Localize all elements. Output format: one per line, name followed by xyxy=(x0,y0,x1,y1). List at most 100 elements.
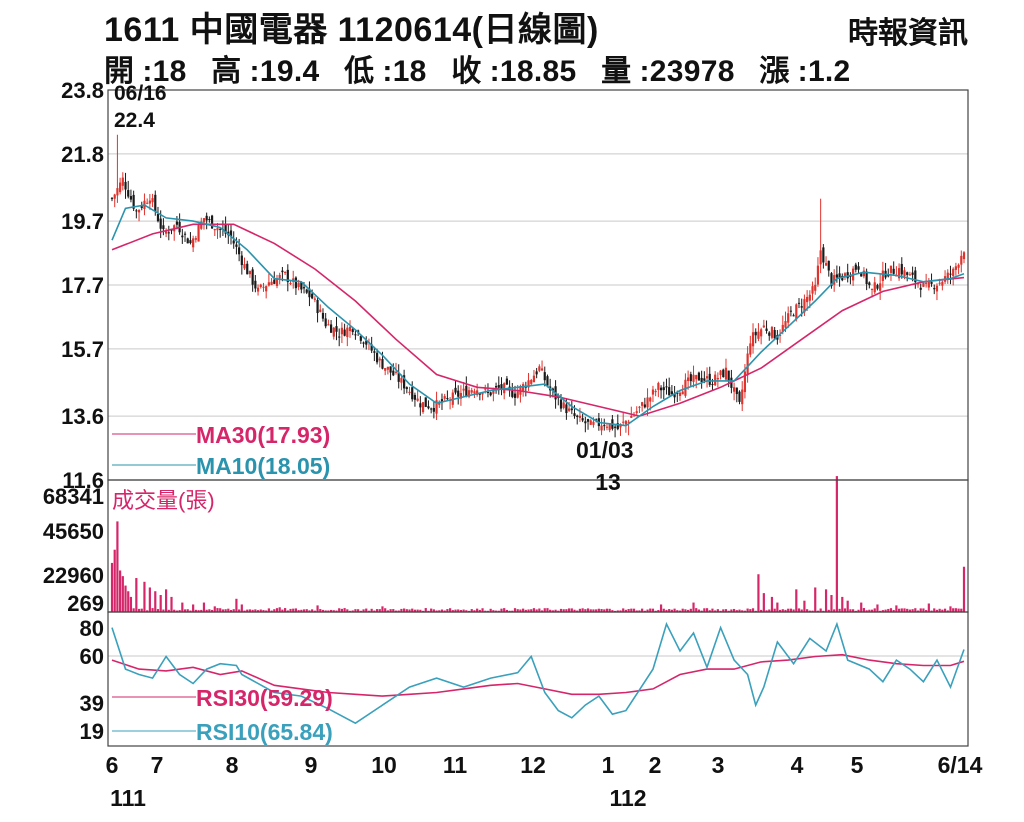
candle-body xyxy=(476,390,479,396)
candle-body xyxy=(135,210,138,212)
candle-body xyxy=(687,377,690,382)
candle-body xyxy=(922,282,925,287)
volume-bar xyxy=(321,609,325,612)
volume-bar xyxy=(216,608,219,612)
volume-bar xyxy=(897,608,901,612)
candle-body xyxy=(532,375,536,383)
candle-body xyxy=(906,272,909,275)
candle-body xyxy=(692,374,695,382)
volume-bar xyxy=(508,610,511,612)
volume-bar xyxy=(329,609,333,612)
volume-bar xyxy=(732,608,736,612)
volume-bar xyxy=(619,610,622,612)
candle-body xyxy=(505,378,508,385)
candle-body xyxy=(175,221,179,225)
x-month-label: 6/14 xyxy=(938,752,983,778)
candle-body xyxy=(275,278,279,286)
candle-body xyxy=(649,397,652,402)
volume-bar xyxy=(792,609,795,612)
volume-bar xyxy=(830,595,833,612)
candle-body xyxy=(933,288,936,290)
candle-body xyxy=(354,334,357,336)
candle-body xyxy=(148,200,151,204)
candle-body xyxy=(308,288,311,298)
candle-body xyxy=(749,343,752,355)
candle-body xyxy=(375,352,379,363)
volume-bar xyxy=(903,608,906,612)
candle-body xyxy=(219,228,222,230)
candle-body xyxy=(465,385,468,397)
volume-bar xyxy=(711,608,714,612)
volume-bar xyxy=(351,610,354,612)
volume-frame xyxy=(107,479,969,613)
volume-bar xyxy=(773,608,776,612)
candle-body xyxy=(665,386,668,388)
candle-body xyxy=(559,399,563,409)
rsi10-line xyxy=(111,621,965,725)
volume-bar xyxy=(716,609,719,612)
volume-bar xyxy=(324,610,327,612)
volume-title: 成交量(張) xyxy=(112,488,215,513)
volume-bar xyxy=(649,608,652,612)
candle-body xyxy=(127,190,130,197)
volume-bar xyxy=(343,608,346,612)
candle-body xyxy=(489,392,492,396)
candle-body xyxy=(643,404,646,408)
candle-body xyxy=(192,238,195,248)
volume-bar xyxy=(408,609,411,612)
candle-body xyxy=(760,329,763,337)
candle-body xyxy=(454,387,457,393)
candle-body xyxy=(132,194,135,209)
volume-bar xyxy=(524,609,527,612)
candle-body xyxy=(538,366,541,371)
rsi30-line xyxy=(111,653,965,697)
volume-bar xyxy=(559,608,563,612)
candle-body xyxy=(262,286,265,288)
candle-body xyxy=(941,281,944,286)
volume-bar xyxy=(340,608,344,612)
volume-bar xyxy=(273,609,276,612)
candle-body xyxy=(622,421,625,423)
volume-bar xyxy=(938,608,941,612)
candle-body xyxy=(914,270,917,283)
volume-bar xyxy=(749,609,752,612)
volume-bar xyxy=(129,596,133,612)
candle-body xyxy=(427,406,430,409)
candle-body xyxy=(492,389,495,394)
volume-bar xyxy=(592,609,595,612)
volume-bar xyxy=(492,610,495,612)
candle-body xyxy=(146,202,149,204)
candle-body xyxy=(738,391,741,402)
candle-body xyxy=(562,402,565,408)
rsi-ytick-label: 60 xyxy=(80,644,104,669)
candle-body xyxy=(781,324,784,332)
volume-bar xyxy=(202,602,206,612)
candle-body xyxy=(327,324,330,326)
candle-body xyxy=(430,408,433,410)
candle-body xyxy=(413,394,417,400)
candle-body xyxy=(819,250,822,265)
candle-body xyxy=(911,272,914,275)
volume-bar xyxy=(267,608,270,612)
volume-bar xyxy=(892,610,895,612)
candle-body xyxy=(762,325,765,328)
volume-bar xyxy=(622,608,625,612)
volume-bar xyxy=(116,521,119,612)
candle-body xyxy=(627,421,630,423)
volume-bar xyxy=(527,609,530,612)
candle-body xyxy=(478,393,481,395)
volume-bar xyxy=(778,609,782,612)
volume-bar xyxy=(776,602,779,612)
volume-bar xyxy=(884,609,887,612)
candle-body xyxy=(124,181,127,190)
volume-bar xyxy=(400,608,403,612)
volume-bar xyxy=(416,609,419,612)
candle-body xyxy=(267,282,270,286)
candle-body xyxy=(581,418,584,421)
volume-bar xyxy=(746,608,749,612)
candle-body xyxy=(408,391,411,393)
volume-bar xyxy=(697,609,701,612)
volume-bar xyxy=(370,608,373,612)
volume-bar xyxy=(243,610,246,612)
x-month-label: 7 xyxy=(151,752,164,778)
